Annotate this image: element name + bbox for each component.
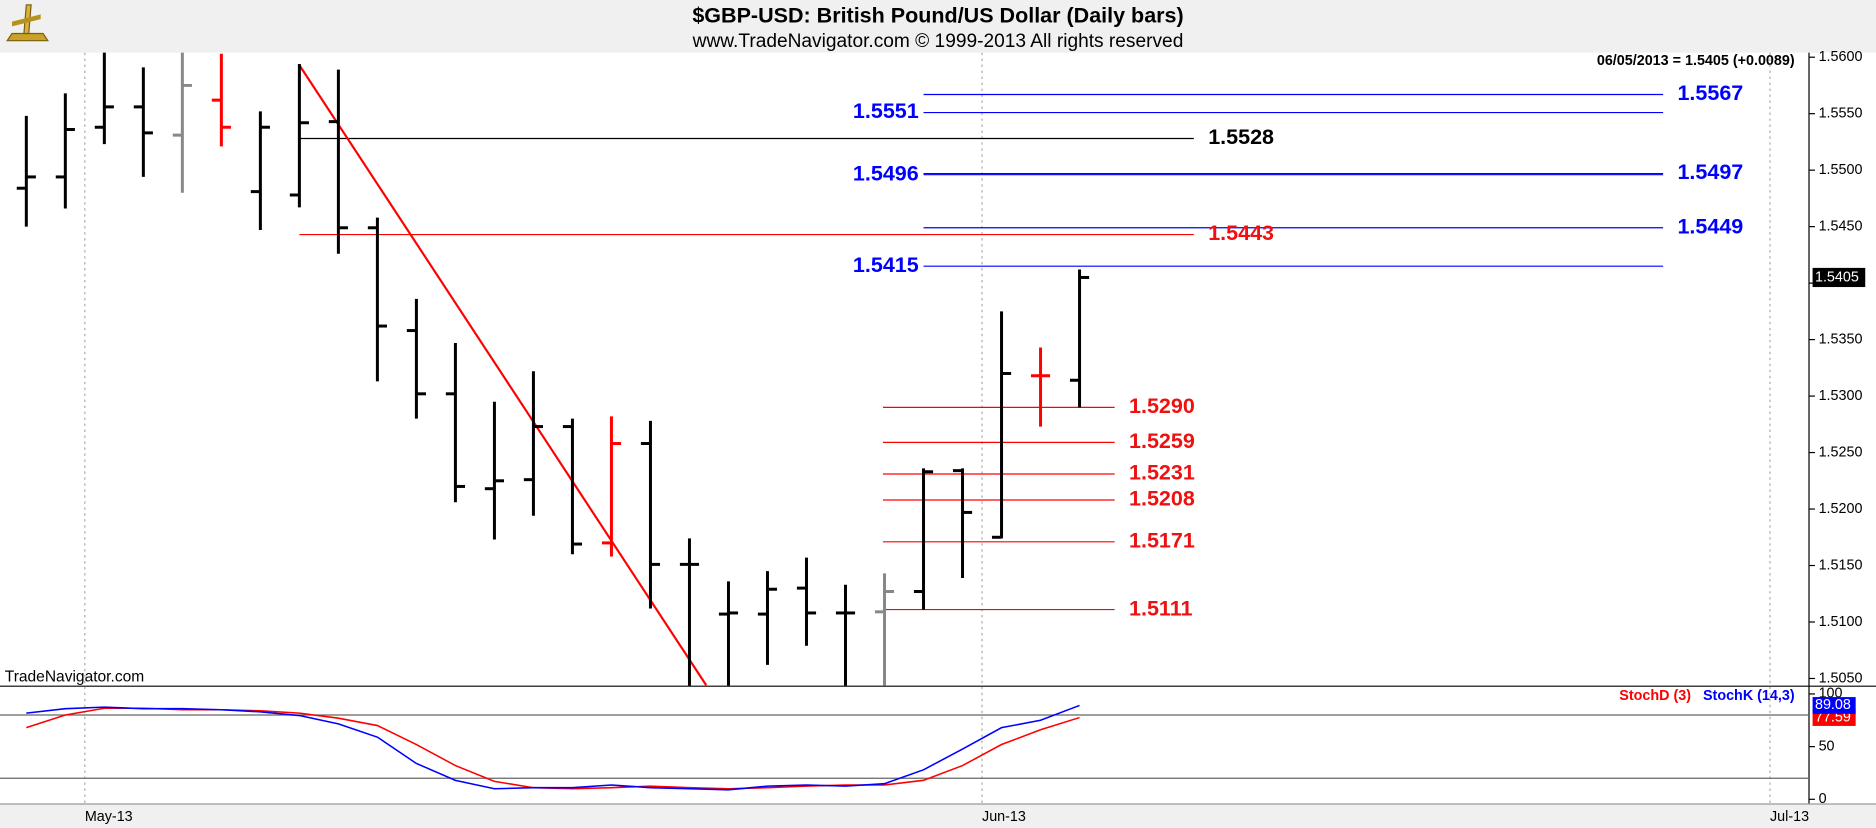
x-tick-label: Jul-13: [1770, 809, 1809, 825]
level-label: 1.5171: [1129, 528, 1195, 552]
chart-title: $GBP-USD: British Pound/US Dollar (Daily…: [692, 3, 1183, 27]
y-tick-label: 1.5250: [1819, 444, 1863, 460]
level-label: 1.5551: [853, 99, 919, 123]
level-label: 1.5449: [1677, 214, 1743, 238]
axes: May-13 Jun-13 Jul-13 1.5050 1.5100 1.5150 1.52…: [85, 49, 1866, 825]
level-label: 1.5259: [1129, 429, 1195, 453]
y-tick-label: 50: [1819, 738, 1835, 754]
y-tick-label: 1.5500: [1819, 162, 1863, 178]
y-tick-label: 1.5200: [1819, 501, 1863, 517]
level-label: 1.5231: [1129, 461, 1195, 485]
chart-subtitle: www.TradeNavigator.com © 1999-2013 All r…: [692, 31, 1184, 52]
legend-entry: StochD (3): [1619, 688, 1691, 704]
y-tick-label: 1.5150: [1819, 557, 1863, 573]
level-label: 1.5528: [1208, 125, 1274, 149]
y-tick-label: 1.5050: [1819, 670, 1863, 686]
y-tick-label: 1.5100: [1819, 614, 1863, 630]
x-tick-label: May-13: [85, 809, 133, 825]
last-price-annotation: 06/05/2013 = 1.5405 (+0.0089): [1597, 53, 1795, 69]
logo: [6, 4, 49, 42]
plot-background: [0, 52, 1876, 805]
level-label: 1.5208: [1129, 487, 1195, 511]
last-price-label: 1.5405: [1815, 269, 1859, 285]
y-tick-label: 1.5550: [1819, 105, 1863, 121]
last-price-box: [1812, 267, 1866, 288]
stoch-pane: [0, 686, 1809, 805]
last-value-box: [1812, 697, 1856, 714]
level-label: 1.5567: [1677, 81, 1743, 105]
source-label: TradeNavigator.com: [5, 668, 144, 685]
y-tick-label: 0: [1819, 791, 1827, 807]
price-pane: [16, 52, 1771, 686]
y-tick-label: 1.5450: [1819, 218, 1863, 234]
x-tick-label: Jun-13: [982, 809, 1026, 825]
legend-entry: StochK (14,3): [1703, 688, 1795, 704]
level-label: 1.5497: [1677, 160, 1743, 184]
level-label: 1.5443: [1208, 221, 1274, 245]
stoch-line: [26, 704, 1080, 791]
trendline: [298, 64, 708, 686]
y-tick-label: 1.5300: [1819, 388, 1863, 404]
last-value-label: 89.08: [1815, 697, 1851, 713]
level-label: 1.5111: [1129, 596, 1192, 620]
level-label: 1.5415: [853, 253, 919, 277]
level-label: 1.5290: [1129, 394, 1195, 418]
y-tick-label: 1.5350: [1819, 331, 1863, 347]
y-tick-label: 1.5600: [1819, 49, 1863, 65]
level-label: 1.5496: [853, 161, 919, 185]
